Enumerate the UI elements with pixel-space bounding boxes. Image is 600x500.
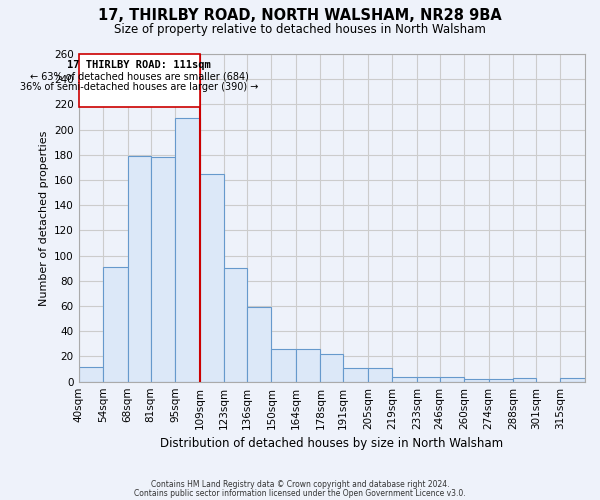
Text: Contains HM Land Registry data © Crown copyright and database right 2024.: Contains HM Land Registry data © Crown c… <box>151 480 449 489</box>
Text: Contains public sector information licensed under the Open Government Licence v3: Contains public sector information licen… <box>134 488 466 498</box>
Text: 36% of semi-detached houses are larger (390) →: 36% of semi-detached houses are larger (… <box>20 82 259 92</box>
Bar <box>128 156 151 382</box>
Y-axis label: Number of detached properties: Number of detached properties <box>38 130 49 306</box>
Bar <box>417 376 440 382</box>
Bar <box>392 376 417 382</box>
Bar <box>320 354 343 382</box>
X-axis label: Distribution of detached houses by size in North Walsham: Distribution of detached houses by size … <box>160 437 503 450</box>
Bar <box>79 366 103 382</box>
Bar <box>224 268 247 382</box>
Bar <box>271 349 296 382</box>
FancyBboxPatch shape <box>79 54 200 107</box>
Bar <box>175 118 200 382</box>
Bar <box>513 378 536 382</box>
Bar <box>560 378 585 382</box>
Text: 17 THIRLBY ROAD: 111sqm: 17 THIRLBY ROAD: 111sqm <box>67 60 211 70</box>
Bar <box>464 379 488 382</box>
Bar <box>200 174 224 382</box>
Bar <box>151 158 175 382</box>
Bar <box>247 308 271 382</box>
Bar <box>368 368 392 382</box>
Text: Size of property relative to detached houses in North Walsham: Size of property relative to detached ho… <box>114 22 486 36</box>
Text: ← 63% of detached houses are smaller (684): ← 63% of detached houses are smaller (68… <box>29 72 248 82</box>
Bar <box>440 376 464 382</box>
Bar <box>296 349 320 382</box>
Bar <box>103 267 128 382</box>
Text: 17, THIRLBY ROAD, NORTH WALSHAM, NR28 9BA: 17, THIRLBY ROAD, NORTH WALSHAM, NR28 9B… <box>98 8 502 22</box>
Bar <box>488 379 513 382</box>
Bar <box>343 368 368 382</box>
